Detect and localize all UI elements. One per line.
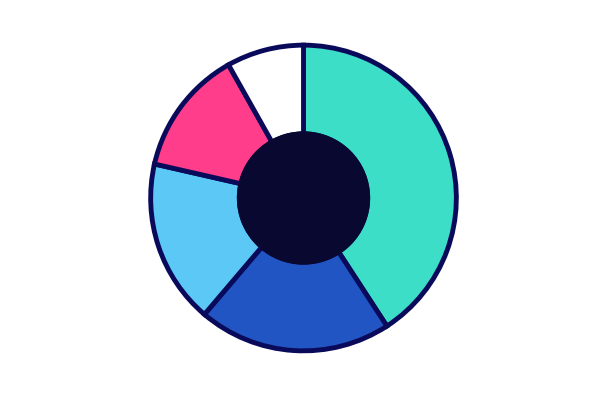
Wedge shape [228, 45, 304, 142]
Wedge shape [151, 164, 262, 314]
Wedge shape [304, 45, 456, 326]
Wedge shape [205, 247, 387, 351]
Wedge shape [155, 65, 272, 184]
Circle shape [239, 134, 368, 262]
